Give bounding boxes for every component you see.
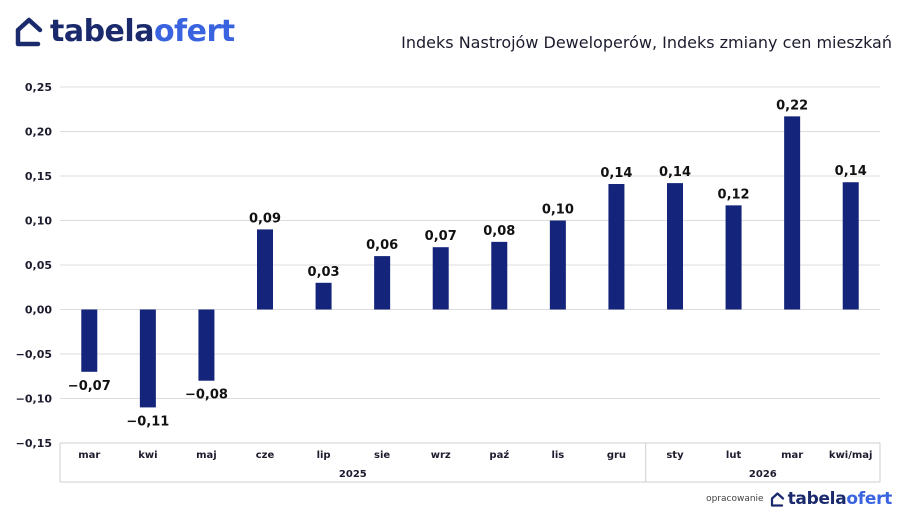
bar [725,205,742,310]
footer-brand: tabelaofert [787,489,893,509]
bar [315,282,332,310]
data-label: 0,12 [718,187,750,202]
data-label: −0,08 [185,388,228,403]
data-label: 0,08 [483,224,515,239]
x-category-label: cze [256,450,275,461]
bar [139,309,156,408]
bar [198,309,215,381]
y-tick-label: −0,15 [16,437,52,450]
x-category-label: gru [607,450,626,461]
bar [374,256,391,310]
bar [432,247,449,310]
x-category-label: kwi [138,450,157,461]
x-category-label: lut [726,450,742,461]
x-category-label: sie [374,450,390,461]
bar [608,184,625,310]
bar [667,183,683,310]
bar [842,182,859,310]
y-tick-label: 0,25 [25,81,52,94]
y-tick-label: 0,15 [25,170,52,183]
y-tick-label: 0,20 [25,126,52,139]
y-tick-label: 0,00 [25,304,52,317]
bar [81,309,98,372]
data-label: 0,14 [835,164,867,179]
footer-prefix: opracowanie [706,494,764,504]
x-category-label: wrz [431,450,451,461]
y-tick-label: −0,05 [16,348,52,361]
x-category-label: lis [551,450,564,461]
data-label: 0,22 [776,98,808,113]
footer-credit: opracowanie tabelaofert [706,489,892,509]
bar [549,220,566,310]
brand-logo: tabelaofert [14,14,235,49]
data-label: 0,07 [425,229,457,244]
x-category-label: lip [317,450,331,461]
bar [784,116,801,310]
data-label: 0,14 [600,166,632,181]
data-label: 0,10 [542,203,574,218]
x-category-label: sty [666,450,684,461]
house-icon [15,17,43,46]
house-icon [770,491,784,507]
x-category-label: maj [196,450,217,461]
data-label: −0,11 [126,414,169,429]
x-category-label: mar [781,450,803,461]
year-label: 2026 [749,469,777,480]
data-label: −0,07 [68,379,111,394]
year-label: 2025 [339,469,367,480]
bar [257,229,273,310]
y-tick-label: −0,10 [16,393,53,406]
brand-name: tabelaofert [50,14,235,49]
data-label: 0,06 [366,238,398,253]
data-label: 0,03 [308,265,340,280]
y-tick-label: 0,10 [25,215,52,228]
x-category-label: mar [78,450,100,461]
x-category-label: paź [489,449,509,461]
data-label: 0,09 [249,211,281,226]
data-label: 0,14 [659,165,691,180]
chart-title: Indeks Nastrojów Deweloperów, Indeks zmi… [401,33,892,52]
y-tick-label: 0,05 [25,259,52,272]
bar [491,241,508,310]
x-category-label: kwi/maj [829,450,873,461]
